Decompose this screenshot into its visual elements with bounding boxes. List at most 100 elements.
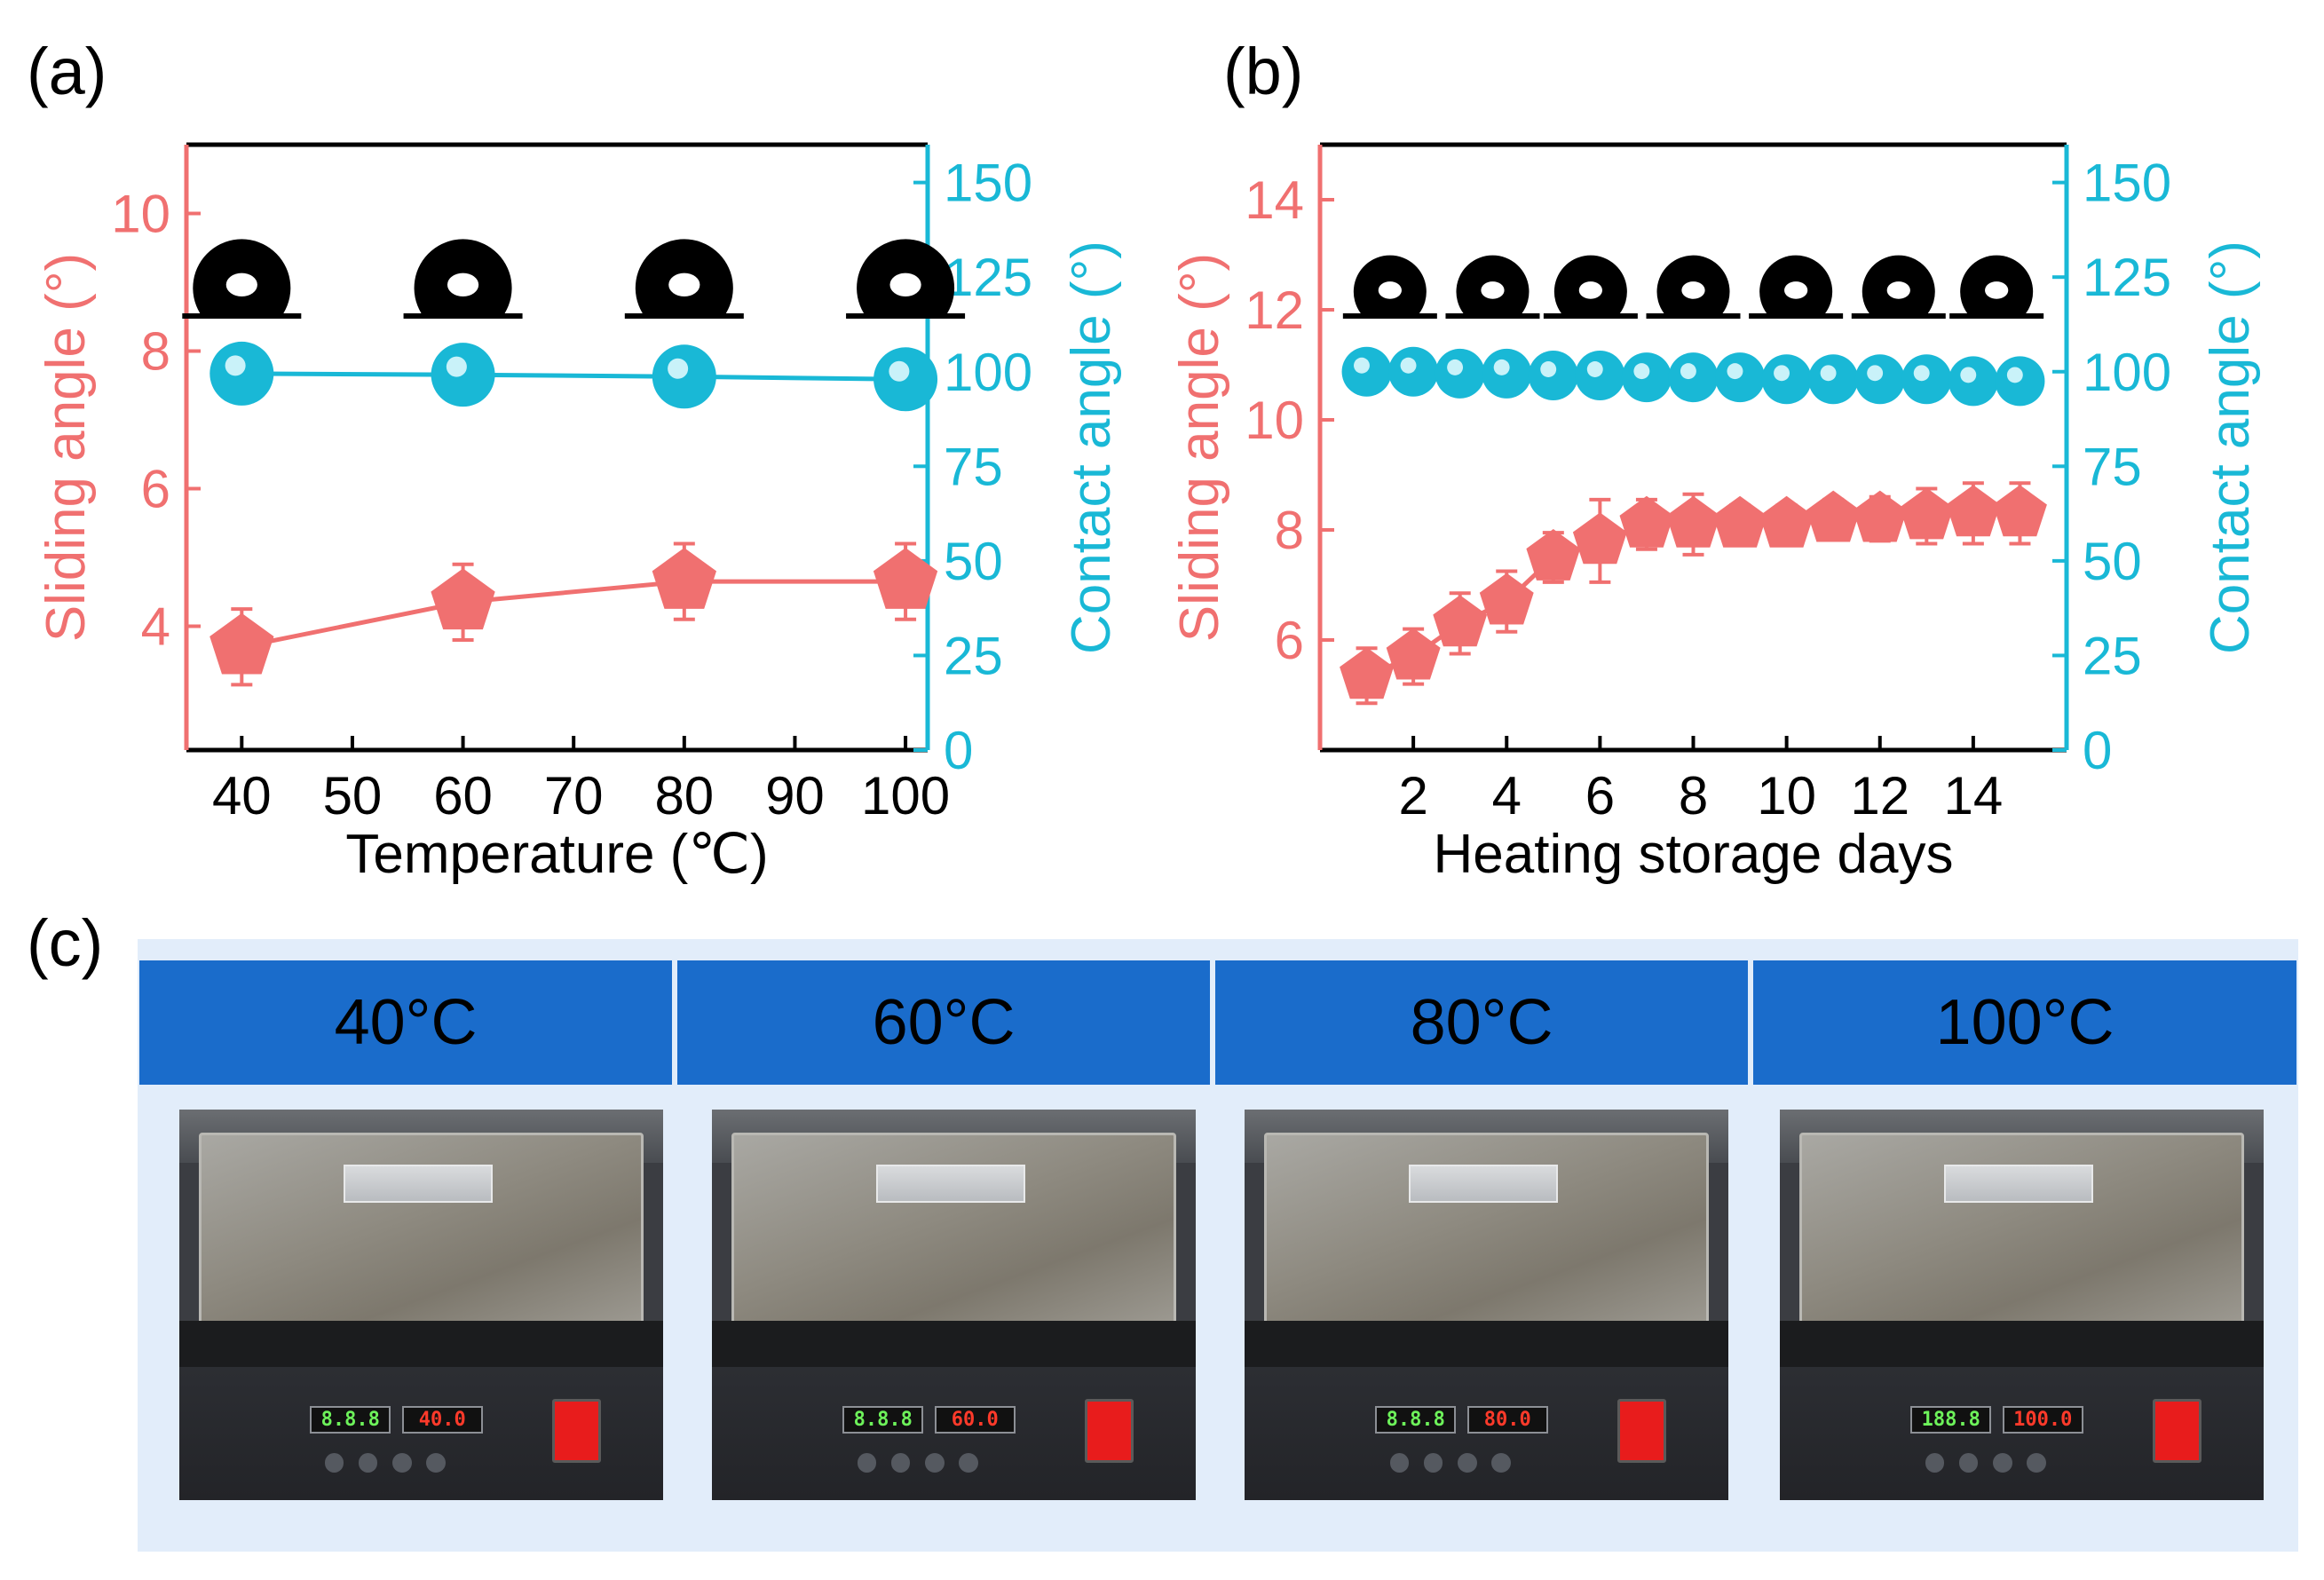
- actual-temp-display: 8.8.8: [310, 1406, 391, 1434]
- chart2-contact-point-highlight: [1774, 365, 1790, 382]
- chart1-contact-point-highlight: [225, 355, 246, 376]
- chart2-left-tick-label: 12: [1245, 280, 1304, 340]
- hotplate-photo-60c: 8.8.8 60.0: [712, 1110, 1196, 1500]
- chart2-sliding-point: [1526, 529, 1581, 581]
- chart2-contact-point-highlight: [1913, 365, 1930, 382]
- chart2-contact-point: [1482, 348, 1532, 399]
- chart2-left-tick-label: 14: [1245, 170, 1304, 230]
- chart1-sliding-point: [431, 568, 495, 630]
- chart2-sliding-point: [1993, 485, 2047, 537]
- panel-label-c: (c): [27, 906, 104, 980]
- substrate-line: [1749, 313, 1844, 319]
- chart2-sliding-point: [1386, 628, 1441, 680]
- chart1-contact-point: [431, 343, 495, 407]
- chart1-x-tick-label: 60: [433, 766, 493, 826]
- droplet-highlight: [1578, 281, 1602, 299]
- chart2-right-tick-label: 150: [2083, 154, 2171, 213]
- substrate-line: [403, 313, 523, 319]
- substrate-line: [1646, 313, 1741, 319]
- chart1-droplet-icon: [403, 239, 523, 319]
- chart1-x-tick-label: 50: [323, 766, 383, 826]
- chart2-sliding-point: [1899, 487, 1954, 540]
- chart1-droplet-icon: [624, 239, 744, 319]
- chart2-right-label: Contact angle (°): [2200, 241, 2261, 654]
- power-switch: [2152, 1398, 2201, 1463]
- droplet-highlight: [225, 273, 257, 296]
- chart2-sliding-point: [1666, 495, 1720, 548]
- hotplate-photo-80c: 8.8.8 80.0: [1245, 1110, 1728, 1500]
- substrate-line: [1342, 313, 1437, 319]
- chart1-contact-point-highlight: [889, 360, 910, 382]
- chart2-x-label: Heating storage days: [1434, 824, 1954, 885]
- chart1-contact-point: [652, 344, 716, 409]
- panel-label-a: (a): [27, 35, 107, 108]
- chart2-droplet-icon: [1445, 255, 1540, 319]
- chart2-droplet-icon: [1851, 255, 1946, 319]
- chart2-sliding-point: [1712, 495, 1767, 548]
- chart1-sliding-point: [209, 612, 274, 675]
- chart2-droplet-icon: [1342, 255, 1437, 319]
- chart1-x-tick-label: 80: [654, 766, 714, 826]
- chart1-droplet-icon: [846, 239, 966, 319]
- droplet-highlight: [889, 273, 921, 296]
- actual-temp-display: 8.8.8: [1375, 1406, 1457, 1434]
- power-switch: [1617, 1398, 1666, 1463]
- chart1-x-tick-label: 90: [765, 766, 825, 826]
- header-100c: 100°C: [1753, 960, 2296, 1085]
- chart2-right-tick-label: 25: [2083, 626, 2142, 685]
- chart2-x-tick-label: 14: [1944, 766, 2004, 826]
- chart1-contact-line: [241, 371, 906, 382]
- chart2-contact-point: [1388, 346, 1439, 397]
- chart2-contact-point-highlight: [2006, 367, 2023, 383]
- chart1-x-tick-label: 40: [212, 766, 272, 826]
- header-40c: 40°C: [139, 960, 672, 1085]
- sample-slide: [1409, 1164, 1558, 1204]
- droplet-highlight: [1784, 281, 1808, 299]
- chart2-droplet-icon: [1543, 255, 1638, 319]
- chart1-left-label: Sliding angle (°): [36, 253, 97, 642]
- set-temp-display: 40.0: [401, 1406, 483, 1434]
- header-60c: 60°C: [677, 960, 1210, 1085]
- chart2-left-label: Sliding angle (°): [1169, 253, 1230, 642]
- chart2-droplet-icon: [1749, 255, 1844, 319]
- chart1-left-tick-label: 6: [141, 460, 170, 519]
- power-switch: [1084, 1398, 1134, 1463]
- chart1-left-tick-label: 4: [141, 597, 170, 657]
- chart2-contact-point: [1854, 354, 1905, 405]
- chart2-contact-point: [1528, 351, 1578, 401]
- chart1-right-tick-label: 0: [944, 721, 973, 780]
- chart2-x-tick-label: 6: [1585, 766, 1615, 826]
- chart2-contact-point: [1761, 354, 1812, 405]
- chart2-contact-point: [1668, 352, 1719, 403]
- substrate-line: [624, 313, 744, 319]
- chart2-left-tick-label: 6: [1275, 611, 1304, 670]
- actual-temp-display: 188.8: [1910, 1406, 1992, 1434]
- chart2-left-tick-label: 8: [1275, 501, 1304, 560]
- substrate-line: [1445, 313, 1540, 319]
- chart2-contact-point: [1621, 352, 1672, 403]
- chart2-contact-point: [1575, 351, 1625, 401]
- chart1-droplet-icon: [182, 239, 302, 319]
- chart2-contact-point-highlight: [1540, 361, 1557, 377]
- chart1-x-tick-label: 70: [544, 766, 604, 826]
- chart1-left-tick-label: 10: [111, 185, 170, 244]
- chart2-right-tick-label: 100: [2083, 343, 2171, 402]
- chart2-sliding-point: [1433, 595, 1488, 647]
- set-temp-display: 80.0: [1466, 1406, 1548, 1434]
- chart1-sliding-point: [873, 548, 938, 609]
- chart2-contact-point-highlight: [1400, 357, 1417, 374]
- chart2-contact-point-highlight: [1354, 357, 1370, 374]
- substrate-line: [1949, 313, 2044, 319]
- chart2-right-tick-label: 75: [2083, 437, 2142, 496]
- chart2-contact-point-highlight: [1586, 361, 1603, 377]
- chart2-x-tick-label: 4: [1492, 766, 1522, 826]
- chart1-contact-point-highlight: [668, 358, 689, 379]
- chart2-contact-point: [1901, 354, 1952, 405]
- chart2-sliding-point: [1806, 490, 1861, 542]
- droplet-highlight: [1985, 281, 2009, 299]
- hotplate-photo-100c: 188.8 100.0: [1780, 1110, 2264, 1500]
- chart2-sliding-point: [1853, 490, 1908, 542]
- chart1-x-tick-label: 100: [861, 766, 950, 826]
- substrate-line: [846, 313, 966, 319]
